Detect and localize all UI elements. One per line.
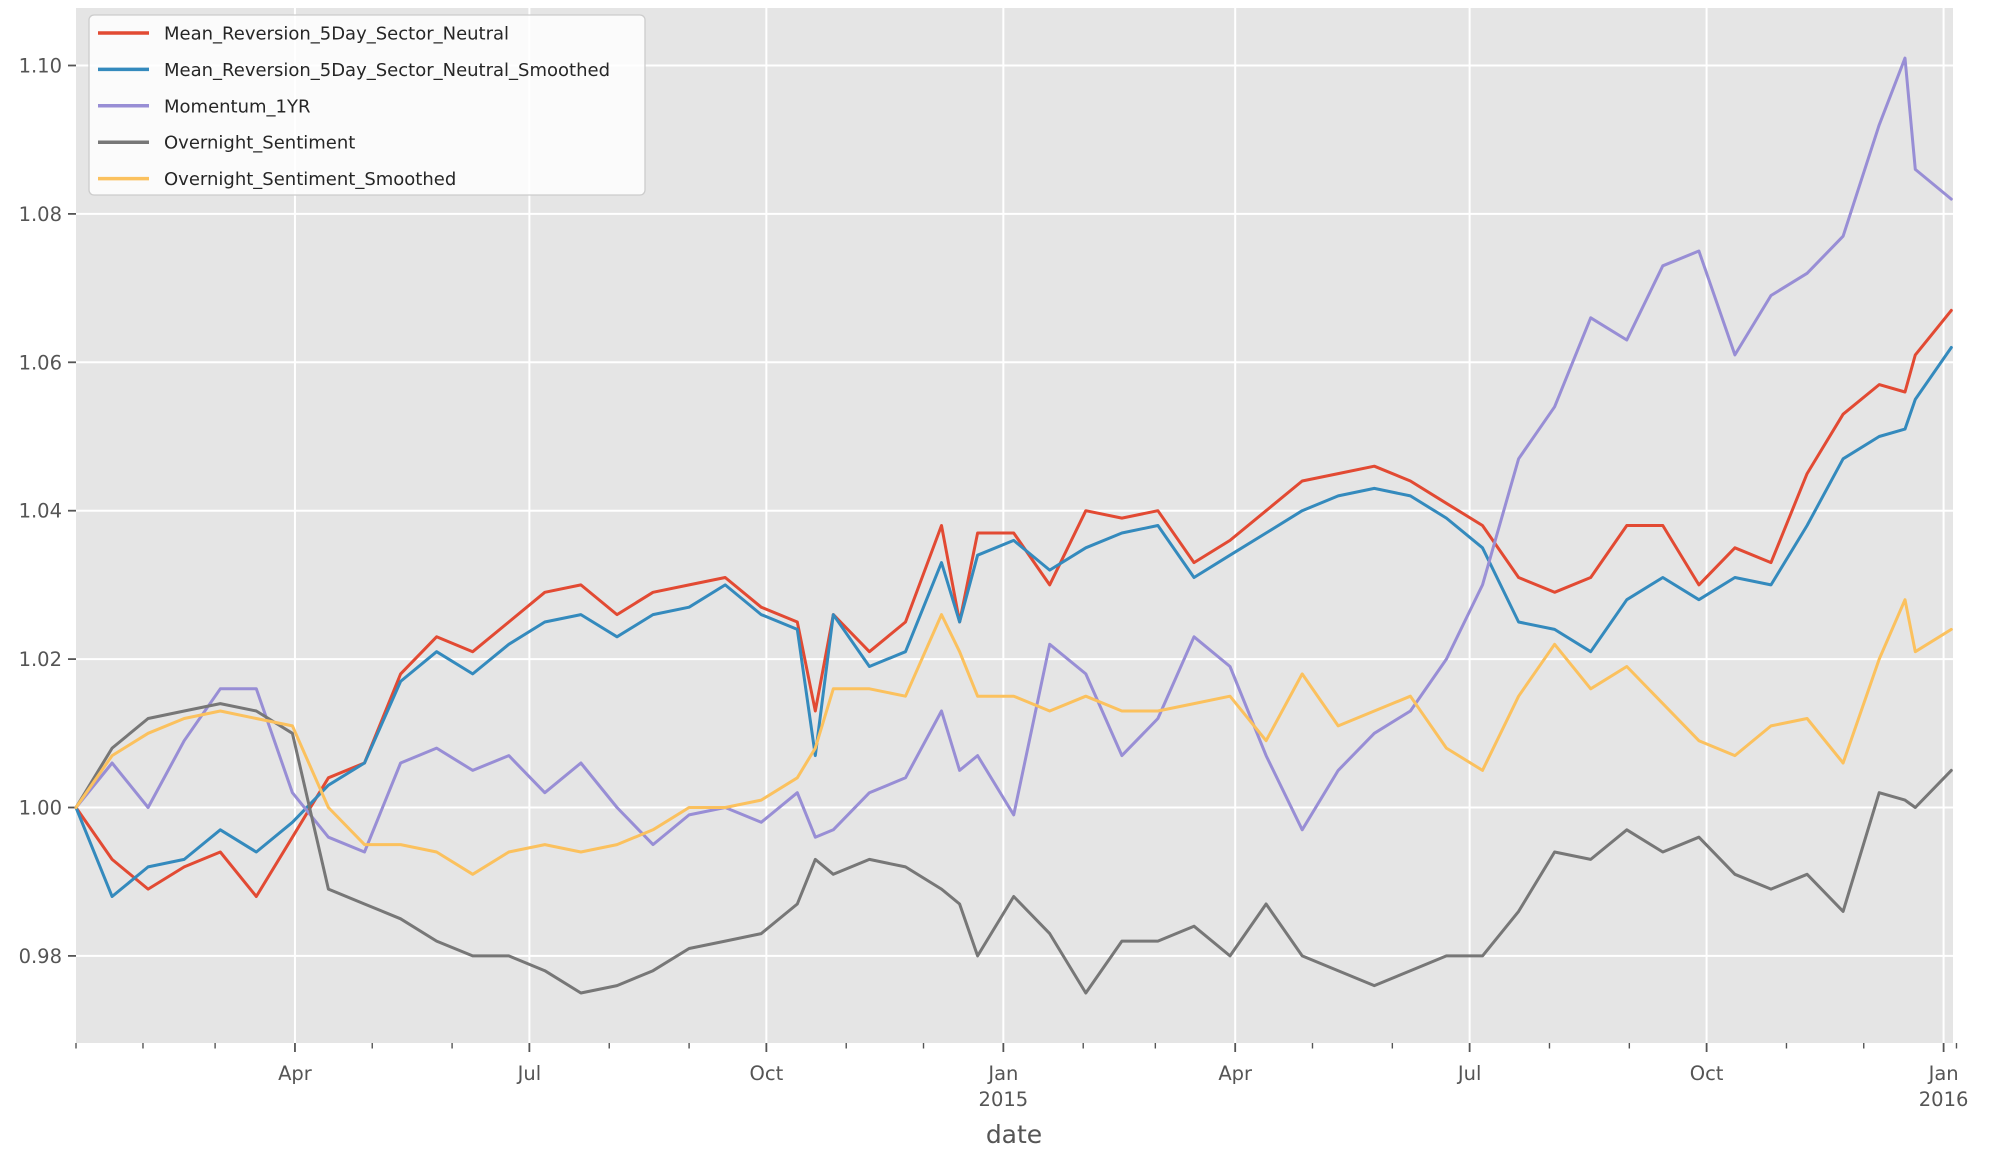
legend-label: Mean_Reversion_5Day_Sector_Neutral_Smoot… bbox=[164, 60, 610, 81]
y-tick-label: 1.08 bbox=[19, 203, 62, 226]
x-tick-label: Jan bbox=[1927, 1062, 1959, 1085]
series-line-Overnight_Sentiment_Smoothed bbox=[74, 598, 1953, 876]
x-tick-label: Oct bbox=[750, 1062, 784, 1085]
x-tick-label: Jul bbox=[1456, 1062, 1482, 1085]
x-tick-label: Apr bbox=[1218, 1062, 1253, 1085]
legend-box bbox=[88, 14, 646, 196]
y-tick-label: 1.04 bbox=[19, 500, 62, 523]
legend-entry: Overnight_Sentiment bbox=[98, 133, 355, 154]
legend-entry: Mean_Reversion_5Day_Sector_Neutral bbox=[98, 24, 509, 45]
axis-ticks bbox=[68, 64, 1958, 1052]
series-line-Mean_Reversion_5Day_Sector_Neutral_Smoothed bbox=[74, 346, 1953, 898]
y-tick-label: 1.00 bbox=[19, 797, 62, 820]
legend-label: Momentum_1YR bbox=[164, 96, 311, 117]
legend-entries: Mean_Reversion_5Day_Sector_Neutral Mean_R… bbox=[98, 24, 610, 190]
x-tick-label: Apr bbox=[278, 1062, 313, 1085]
legend-entry: Mean_Reversion_5Day_Sector_Neutral_Smoot… bbox=[98, 60, 610, 81]
axis-tick-labels: 0.98 1.00 1.02 1.04 1.06 1.08 1.10 Apr Jul Oct Jan… bbox=[19, 55, 1969, 1112]
series-line-Momentum_1YR bbox=[74, 56, 1953, 854]
x-tick-label: Oct bbox=[1690, 1062, 1724, 1085]
x-tick-year-label: 2016 bbox=[1919, 1088, 1969, 1111]
legend-label: Overnight_Sentiment_Smoothed bbox=[164, 169, 456, 190]
x-axis-title: date bbox=[986, 1120, 1042, 1149]
series-line-Mean_Reversion_5Day_Sector_Neutral bbox=[74, 308, 1953, 898]
y-tick-label: 1.02 bbox=[19, 648, 62, 671]
y-tick-label: 1.06 bbox=[19, 351, 62, 374]
y-tick-label: 0.98 bbox=[19, 945, 62, 968]
legend-entry: Overnight_Sentiment_Smoothed bbox=[98, 169, 456, 190]
y-tick-label: 1.10 bbox=[19, 55, 62, 78]
x-tick-year-label: 2015 bbox=[979, 1088, 1029, 1111]
legend-label: Overnight_Sentiment bbox=[164, 133, 355, 154]
legend-entry: Momentum_1YR bbox=[98, 96, 311, 117]
x-tick-label: Jul bbox=[516, 1062, 542, 1085]
series-lines bbox=[74, 56, 1953, 995]
series-line-Overnight_Sentiment bbox=[74, 702, 1953, 995]
legend: Mean_Reversion_5Day_Sector_Neutral Mean_R… bbox=[88, 14, 646, 196]
legend-label: Mean_Reversion_5Day_Sector_Neutral bbox=[164, 24, 509, 45]
x-tick-label: Jan bbox=[986, 1062, 1018, 1085]
